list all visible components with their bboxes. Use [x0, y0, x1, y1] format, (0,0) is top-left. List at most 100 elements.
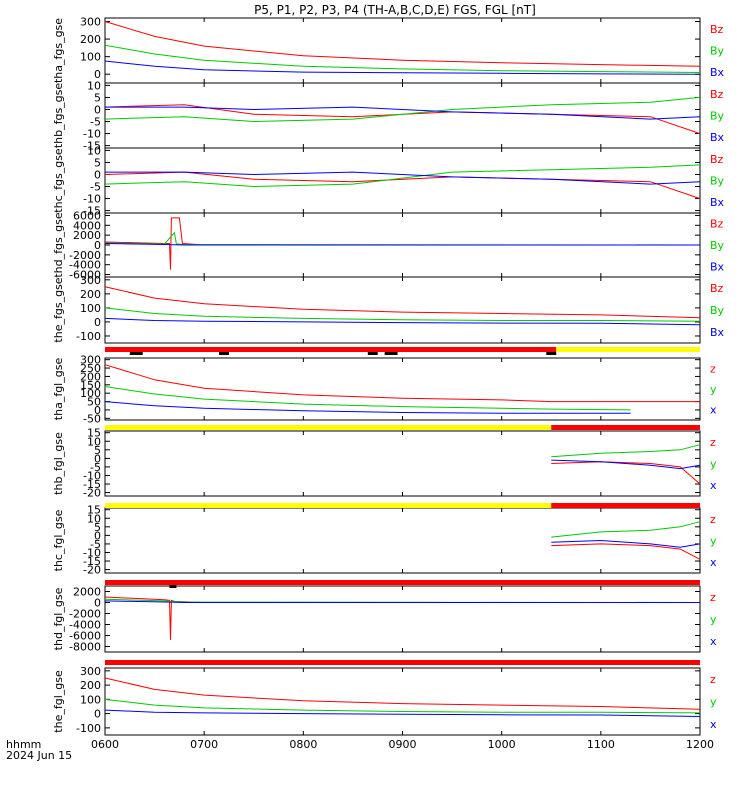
mode-bar-segment: [105, 425, 552, 430]
legend-y: y: [710, 383, 717, 396]
legend-z: z: [710, 673, 716, 686]
mode-bar-segment: [105, 503, 552, 508]
series-Bz-line: [104, 21, 701, 67]
y-tick-label: -15: [83, 140, 101, 153]
y-tick-label: 200: [80, 33, 101, 46]
y-tick-label: 200: [80, 370, 101, 383]
y-axis-label: the_fgl_gse: [52, 670, 65, 733]
y-tick-label: 0: [94, 316, 101, 329]
series-x-line: [104, 600, 700, 603]
y-tick-label: 50: [87, 396, 101, 409]
series-y-line: [104, 386, 631, 411]
y-tick-label: 15: [87, 504, 101, 517]
mode-bar-2: [105, 425, 700, 430]
y-tick-label: 150: [80, 379, 101, 392]
y-tick-label: 6000: [73, 209, 101, 222]
series-x-line: [104, 401, 631, 414]
y-tick-label: 250: [80, 362, 101, 375]
y-tick-label: 100: [80, 693, 101, 706]
series-By-line: [104, 44, 701, 73]
legend-Bx: Bx: [710, 131, 725, 144]
y-tick-label: 0: [94, 404, 101, 417]
mode-bar-mark: [367, 352, 378, 355]
y-tick-label: -50: [83, 412, 101, 425]
y-tick-label: 200: [80, 288, 101, 301]
y-tick-label: -5: [90, 116, 101, 129]
panel-frame: [104, 585, 701, 653]
y-tick-label: 10: [87, 79, 101, 92]
legend-y: y: [710, 696, 717, 709]
panel-frame: [104, 667, 701, 736]
legend-z: z: [710, 436, 716, 449]
series-x-line: [551, 459, 701, 470]
y-tick-label: -15: [83, 478, 101, 491]
y-tick-label: -5: [90, 181, 101, 194]
series-Bx-line: [104, 317, 701, 326]
y-tick-label: -10: [83, 469, 101, 482]
series-z-line: [104, 596, 700, 640]
legend-y: y: [710, 458, 717, 471]
y-axis-label: thb_fgs_gse: [52, 83, 65, 149]
y-tick-label: -15: [83, 555, 101, 568]
series-By-line: [104, 231, 701, 246]
y-tick-label: -5: [90, 461, 101, 474]
legend-By: By: [710, 175, 725, 188]
y-tick-label: -100: [76, 330, 101, 343]
y-tick-label: -10: [83, 193, 101, 206]
y-tick-label: -2000: [69, 608, 101, 621]
x-tick-label: 0600: [91, 738, 119, 751]
series-z-line: [551, 543, 701, 560]
series-Bx-line: [105, 171, 701, 185]
y-tick-label: 300: [80, 665, 101, 678]
date-label: 2024 Jun 15: [6, 749, 72, 762]
y-tick-label: 100: [80, 302, 101, 315]
legend-Bz: Bz: [710, 88, 724, 101]
series-By-line: [104, 307, 701, 322]
y-tick-label: 10: [87, 435, 101, 448]
y-tick-label: 10: [87, 512, 101, 525]
mode-bar-3: [105, 503, 700, 508]
y-tick-label: -2000: [69, 249, 101, 262]
y-tick-label: 2000: [73, 586, 101, 599]
y-tick-label: 100: [80, 51, 101, 64]
y-tick-label: -20: [83, 487, 101, 500]
legend-Bx: Bx: [710, 260, 725, 273]
panel-frame: [104, 430, 701, 497]
series-Bx-line: [104, 243, 700, 246]
legend-Bz: Bz: [710, 23, 724, 36]
legend-Bx: Bx: [710, 66, 725, 79]
legend-By: By: [710, 304, 725, 317]
y-tick-label: 300: [80, 16, 101, 29]
mode-bar-mark: [384, 352, 398, 355]
legend-x: x: [710, 404, 717, 417]
y-tick-label: -5: [90, 538, 101, 551]
legend-x: x: [710, 556, 717, 569]
mode-bar-4: [105, 580, 700, 588]
legend-Bz: Bz: [710, 218, 724, 231]
y-tick-label: 100: [80, 387, 101, 400]
series-Bz-line: [104, 171, 701, 200]
y-tick-label: 15: [87, 427, 101, 440]
y-tick-label: -4000: [69, 619, 101, 632]
mode-bar-mark: [546, 352, 557, 355]
series-By-line: [104, 96, 701, 123]
x-tick-label: 0800: [289, 738, 317, 751]
legend-z: z: [710, 513, 716, 526]
panel-frame: [104, 357, 701, 421]
legend-x: x: [710, 718, 717, 731]
y-tick-label: -10: [83, 546, 101, 559]
mode-bar-segment: [105, 580, 700, 585]
y-tick-label: 0: [94, 168, 101, 181]
y-tick-label: 5: [94, 91, 101, 104]
legend-By: By: [710, 239, 725, 252]
y-axis-label: thd_fgs_gse: [52, 212, 65, 278]
mode-bar-segment: [551, 503, 700, 508]
legend-By: By: [710, 45, 725, 58]
x-tick-label: 1000: [488, 738, 516, 751]
y-tick-label: 0: [94, 597, 101, 610]
